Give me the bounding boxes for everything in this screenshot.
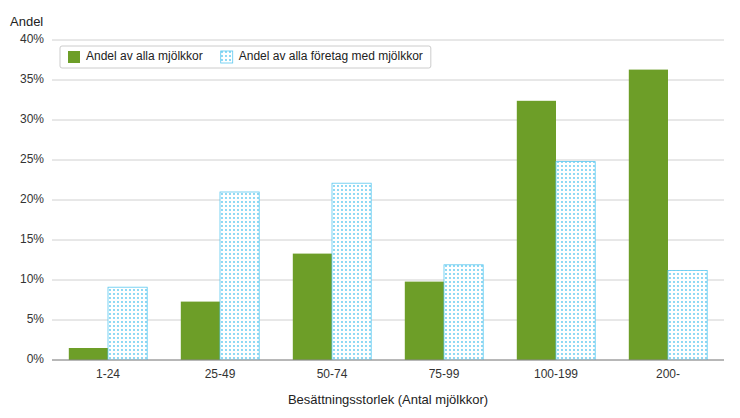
x-tick-label: 25-49 <box>205 367 236 381</box>
legend-label: Andel av alla företag med mjölkkor <box>239 49 423 63</box>
x-tick-label: 1-24 <box>96 367 120 381</box>
y-tick-label: 15% <box>20 232 44 246</box>
bar <box>668 270 707 360</box>
y-axis-label: Andel <box>10 14 43 29</box>
y-tick-label: 0% <box>27 352 45 366</box>
x-tick-label: 75-99 <box>429 367 460 381</box>
x-axis-label: Besättningsstorlek (Antal mjölkkor) <box>288 392 488 407</box>
legend-label: Andel av alla mjölkkor <box>86 49 203 63</box>
grid-line <box>52 80 724 81</box>
grid-line <box>52 40 724 41</box>
grid-line <box>52 120 724 121</box>
legend-swatch <box>221 51 233 63</box>
x-tick-label: 200- <box>656 367 680 381</box>
y-tick-label: 5% <box>27 312 45 326</box>
grid <box>52 40 724 360</box>
y-tick-label: 40% <box>20 32 44 46</box>
bar <box>220 192 259 360</box>
grid-line <box>52 200 724 201</box>
x-axis-line <box>52 360 724 361</box>
x-tick-label: 100-199 <box>534 367 578 381</box>
bar <box>405 282 444 360</box>
legend-swatch <box>68 51 80 63</box>
bar <box>332 183 371 360</box>
grid-line <box>52 160 724 161</box>
bar <box>293 254 332 360</box>
grid-line <box>52 280 724 281</box>
x-tick-label: 50-74 <box>317 367 348 381</box>
y-tick-label: 10% <box>20 272 44 286</box>
bars <box>69 70 707 360</box>
grid-line <box>52 240 724 241</box>
grid-line <box>52 360 724 361</box>
legend-frame <box>60 46 431 68</box>
y-tick-label: 25% <box>20 152 44 166</box>
y-tick-label: 30% <box>20 112 44 126</box>
bar <box>629 70 668 360</box>
legend: Andel av alla mjölkkor Andel av alla före… <box>60 46 431 68</box>
chart: 0% 5% 10% 15% 20% 25% 30% 35% 40% 1-24 25-49 50-74 7… <box>0 0 740 418</box>
bar <box>69 348 108 360</box>
bar <box>108 287 147 360</box>
y-tick-label: 20% <box>20 192 44 206</box>
bar <box>444 265 483 360</box>
bar <box>517 101 556 360</box>
bar <box>181 302 220 360</box>
grid-line <box>52 320 724 321</box>
bar <box>556 162 595 360</box>
y-tick-label: 35% <box>20 72 44 86</box>
